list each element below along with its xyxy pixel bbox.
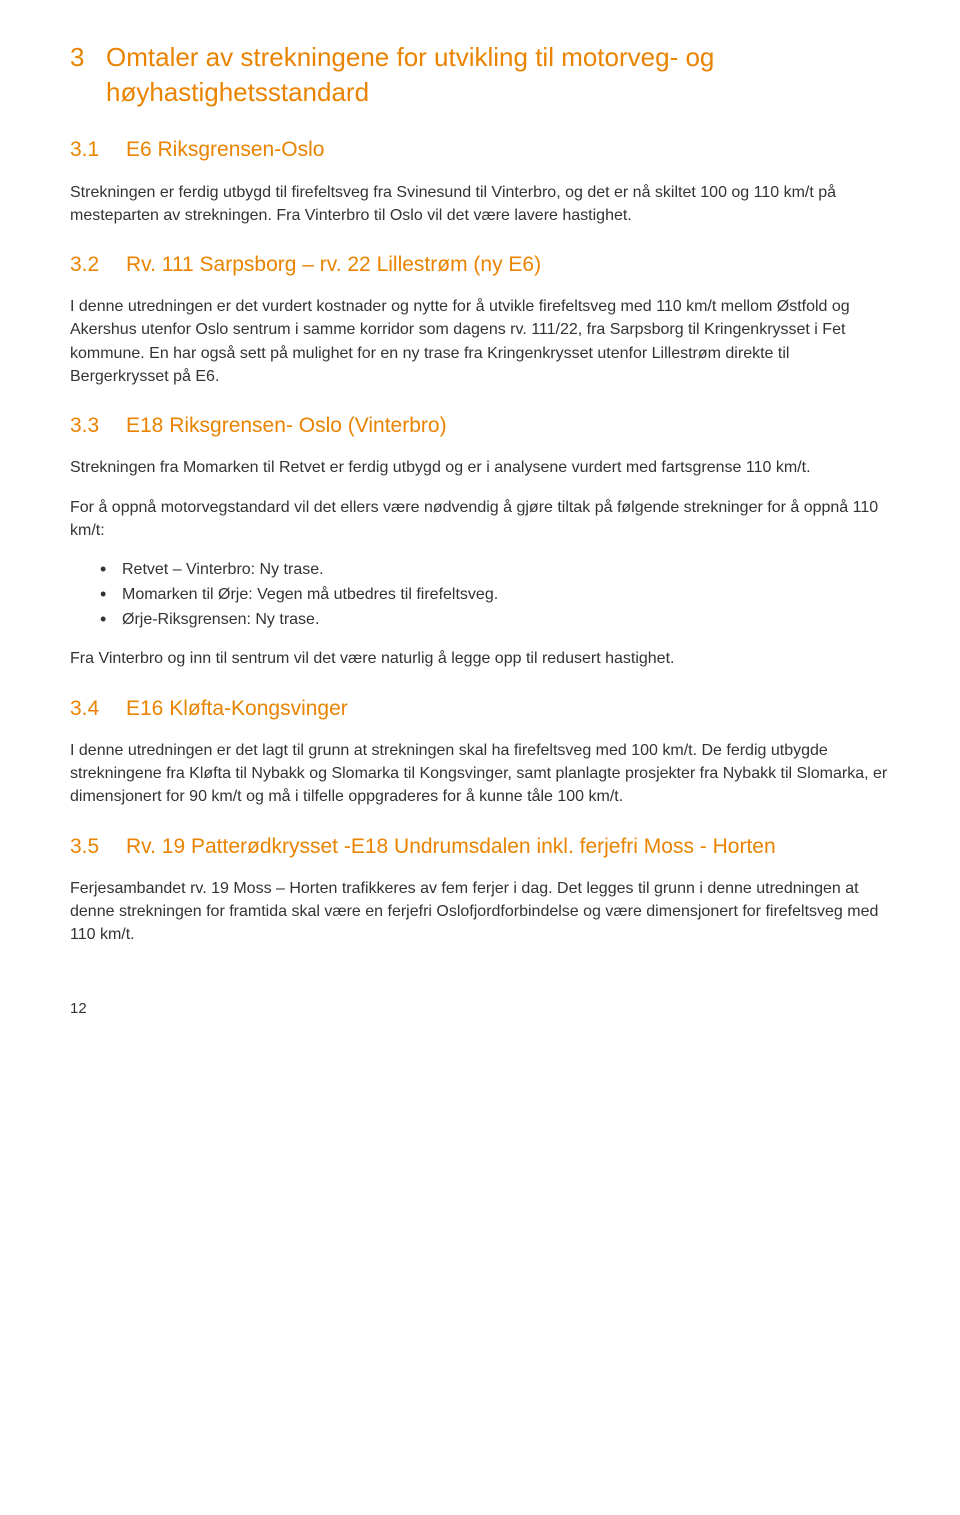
section-title: Rv. 19 Patterødkrysset -E18 Undrumsdalen… (126, 835, 776, 858)
chapter-heading: 3Omtaler av strekningene for utvikling t… (70, 40, 890, 110)
list-item: Ørje-Riksgrensen: Ny trase. (100, 608, 890, 631)
list-item: Retvet – Vinterbro: Ny trase. (100, 558, 890, 581)
section-number: 3.5 (70, 833, 126, 861)
chapter-title: Omtaler av strekningene for utvikling ti… (106, 42, 714, 107)
section-number: 3.3 (70, 412, 126, 440)
list-item: Momarken til Ørje: Vegen må utbedres til… (100, 583, 890, 606)
body-paragraph: Fra Vinterbro og inn til sentrum vil det… (70, 647, 890, 670)
body-paragraph: For å oppnå motorvegstandard vil det ell… (70, 496, 890, 542)
body-paragraph: Strekningen fra Momarken til Retvet er f… (70, 456, 890, 479)
body-paragraph: Strekningen er ferdig utbygd til firefel… (70, 181, 890, 227)
section-heading-3-1: 3.1E6 Riksgrensen-Oslo (70, 136, 890, 164)
section-title: E18 Riksgrensen- Oslo (Vinterbro) (126, 414, 447, 437)
page-number: 12 (70, 998, 890, 1020)
body-paragraph: I denne utredningen er det lagt til grun… (70, 739, 890, 809)
section-title: Rv. 111 Sarpsborg – rv. 22 Lillestrøm (n… (126, 253, 541, 276)
bullet-list: Retvet – Vinterbro: Ny trase. Momarken t… (100, 558, 890, 632)
section-number: 3.4 (70, 695, 126, 723)
section-title: E16 Kløfta-Kongsvinger (126, 697, 348, 720)
section-heading-3-2: 3.2Rv. 111 Sarpsborg – rv. 22 Lillestrøm… (70, 251, 890, 279)
section-heading-3-3: 3.3E18 Riksgrensen- Oslo (Vinterbro) (70, 412, 890, 440)
chapter-number: 3 (70, 40, 106, 75)
section-heading-3-5: 3.5Rv. 19 Patterødkrysset -E18 Undrumsda… (70, 833, 890, 861)
section-number: 3.1 (70, 136, 126, 164)
section-heading-3-4: 3.4E16 Kløfta-Kongsvinger (70, 695, 890, 723)
body-paragraph: Ferjesambandet rv. 19 Moss – Horten traf… (70, 877, 890, 947)
section-number: 3.2 (70, 251, 126, 279)
body-paragraph: I denne utredningen er det vurdert kostn… (70, 295, 890, 388)
section-title: E6 Riksgrensen-Oslo (126, 138, 324, 161)
